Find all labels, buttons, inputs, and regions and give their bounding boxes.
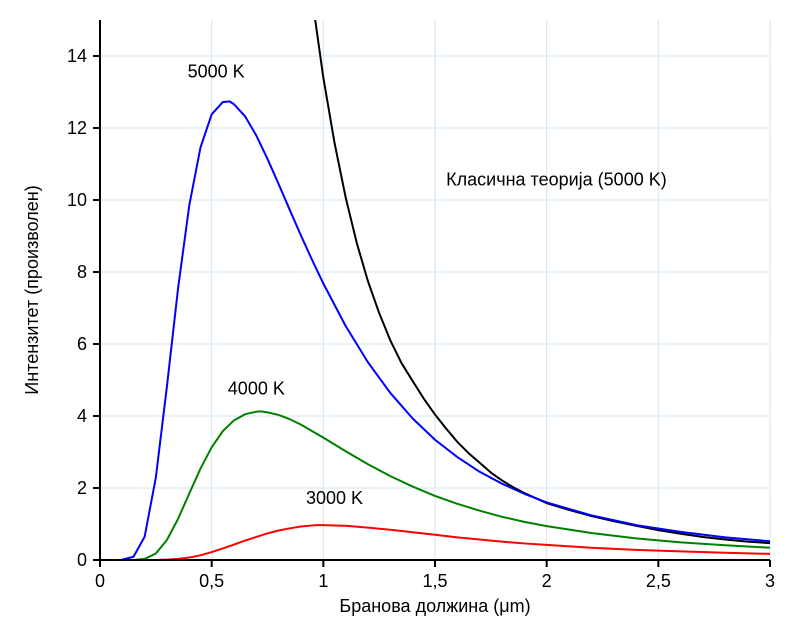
y-tick-label: 10 <box>67 190 87 210</box>
curve-label-classical: Класична теорија (5000 K) <box>446 170 667 190</box>
curve-label-t4000: 4000 K <box>228 378 285 398</box>
chart-svg: 0 0,5 1 1,5 2 2,5 3 0 2 4 6 8 10 12 14 Бранова должина … <box>0 0 800 640</box>
x-tick-label: 0 <box>95 571 105 591</box>
curve-label-t5000: 5000 K <box>188 62 245 82</box>
y-tick-label: 12 <box>67 118 87 138</box>
y-tick-label: 8 <box>77 262 87 282</box>
x-tick-label: 1,5 <box>422 571 447 591</box>
x-axis-label: Бранова должина (μm) <box>339 596 530 616</box>
x-tick-label: 2 <box>542 571 552 591</box>
y-tick-label: 4 <box>77 406 87 426</box>
y-tick-label: 0 <box>77 550 87 570</box>
x-tick-label: 2,5 <box>646 571 671 591</box>
blackbody-chart: 0 0,5 1 1,5 2 2,5 3 0 2 4 6 8 10 12 14 Бранова должина … <box>0 0 800 640</box>
y-tick-label: 6 <box>77 334 87 354</box>
y-axis-label: Интензитет (произволен) <box>22 185 42 394</box>
curve-label-t3000: 3000 K <box>306 488 363 508</box>
y-tick-label: 2 <box>77 478 87 498</box>
x-tick-label: 1 <box>318 571 328 591</box>
x-tick-label: 0,5 <box>199 571 224 591</box>
y-tick-label: 14 <box>67 46 87 66</box>
x-tick-label: 3 <box>765 571 775 591</box>
